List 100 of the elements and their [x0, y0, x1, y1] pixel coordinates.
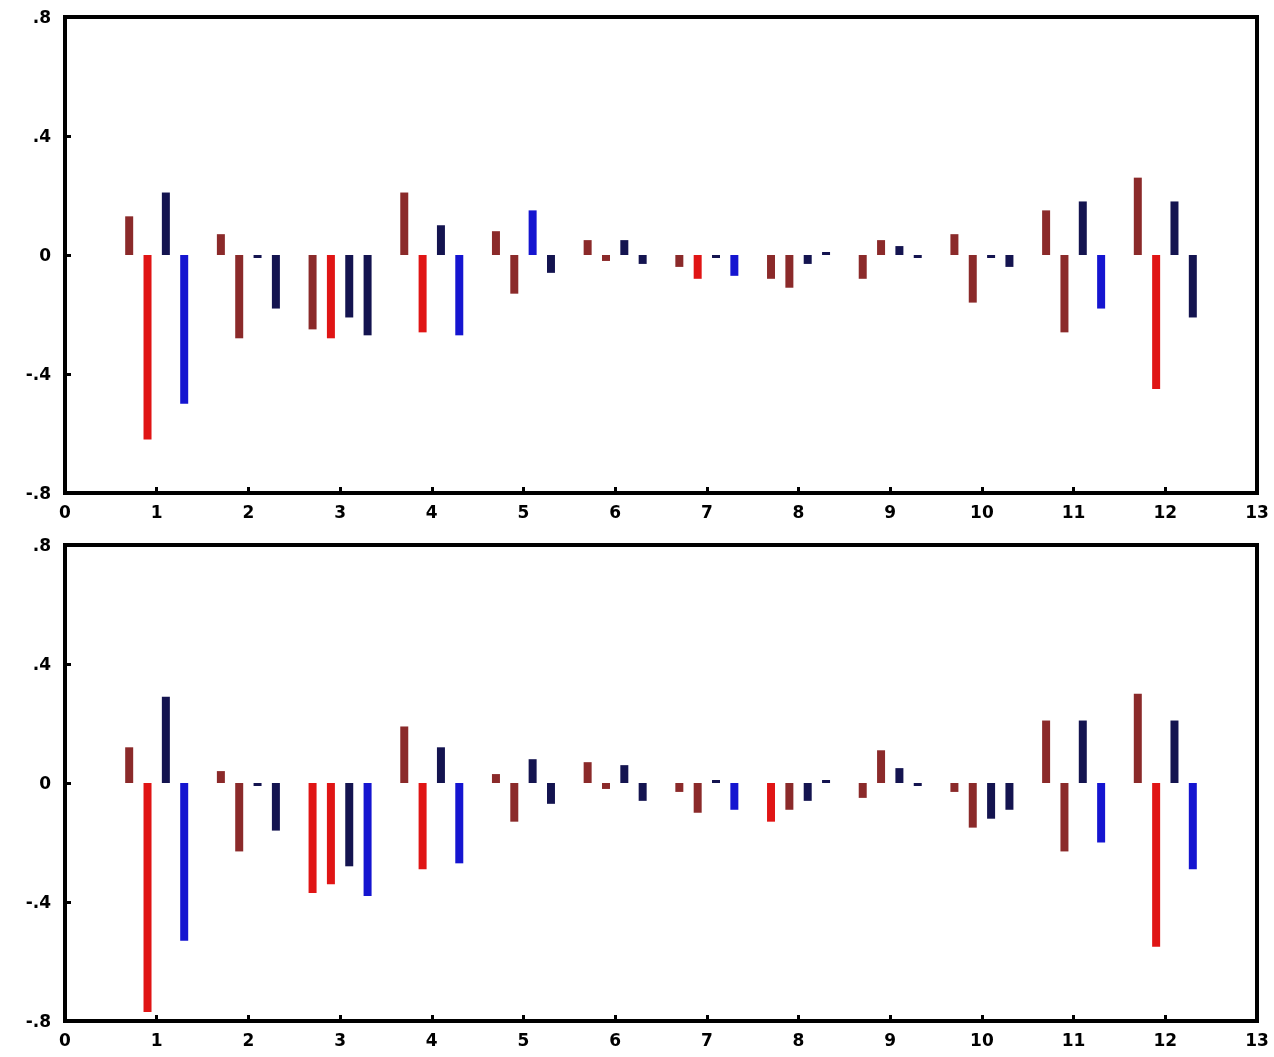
bar: [877, 240, 886, 255]
bar: [1078, 201, 1087, 255]
bar: [363, 255, 372, 336]
x-tick-label: 5: [517, 1029, 530, 1050]
x-tick-label: 2: [242, 1029, 255, 1050]
bar: [950, 783, 959, 792]
bar: [400, 192, 409, 255]
x-tick-label: 4: [425, 1029, 438, 1050]
bar: [767, 255, 776, 279]
x-tick-label: 13: [1245, 501, 1269, 522]
bar: [803, 783, 812, 801]
x-tick-label: 6: [609, 501, 622, 522]
bar: [858, 783, 867, 798]
bar: [418, 783, 427, 870]
bar: [326, 255, 335, 339]
x-tick-label: 0: [59, 1029, 72, 1050]
bar: [253, 255, 262, 258]
bar: [895, 246, 904, 255]
bar: [950, 234, 959, 255]
bar: [1097, 255, 1106, 309]
bar: [620, 765, 629, 783]
bar: [712, 255, 721, 258]
x-tick-label: 12: [1153, 501, 1178, 522]
bar: [1133, 693, 1142, 783]
bar: [253, 783, 262, 786]
bar: [693, 783, 702, 813]
x-tick-label: 3: [334, 1029, 346, 1050]
bar: [528, 210, 537, 255]
bar: [877, 750, 886, 783]
bar: [601, 783, 610, 789]
bar: [1133, 177, 1142, 255]
y-tick-label: .8: [32, 535, 51, 555]
bar: [491, 231, 500, 255]
bar: [455, 783, 464, 864]
x-tick-label: 12: [1153, 1029, 1178, 1050]
bar: [436, 225, 445, 255]
bar: [913, 255, 922, 258]
y-tick-label: 0: [39, 773, 52, 793]
bar: [363, 783, 372, 897]
x-tick-label: 11: [1061, 1029, 1086, 1050]
bar: [712, 780, 721, 783]
x-tick-label: 7: [700, 501, 713, 522]
bar: [987, 783, 996, 819]
bar: [858, 255, 867, 279]
bar: [308, 783, 317, 894]
x-tick-label: 10: [970, 1029, 994, 1050]
bar: [235, 783, 244, 852]
bar: [418, 255, 427, 333]
bar: [510, 783, 519, 822]
x-tick-label: 2: [242, 501, 255, 522]
y-tick-label: .4: [32, 654, 52, 674]
bar: [675, 783, 684, 792]
x-tick-label: 4: [425, 501, 438, 522]
x-tick-label: 13: [1245, 1029, 1269, 1050]
bar: [803, 255, 812, 264]
bar: [620, 240, 629, 255]
bar: [216, 771, 225, 783]
x-tick-label: 7: [700, 1029, 713, 1050]
x-tick-label: 8: [792, 501, 805, 522]
bar: [1042, 720, 1051, 783]
bar: [822, 252, 831, 255]
bar: [767, 783, 776, 822]
bar: [143, 255, 152, 440]
bar: [1170, 201, 1179, 255]
bar: [583, 240, 592, 255]
bar: [1005, 255, 1014, 267]
x-tick-label: 5: [517, 501, 530, 522]
bar: [968, 255, 977, 303]
bar: [546, 255, 555, 273]
bar: [455, 255, 464, 336]
bar: [1042, 210, 1051, 255]
bar: [785, 783, 794, 810]
bar: [326, 783, 335, 885]
bar: [1060, 255, 1069, 333]
bar: [1078, 720, 1087, 783]
bar: [125, 747, 134, 783]
bar: [730, 783, 739, 810]
bar: [785, 255, 794, 288]
x-tick-label: 6: [609, 1029, 622, 1050]
bar: [436, 747, 445, 783]
y-tick-label: -.4: [25, 364, 52, 384]
bar: [693, 255, 702, 279]
x-tick-label: 10: [970, 501, 994, 522]
bar: [510, 255, 519, 294]
bar: [528, 759, 537, 783]
bar: [1060, 783, 1069, 852]
bar: [345, 783, 354, 867]
bar: [400, 726, 409, 783]
bar: [1170, 720, 1179, 783]
x-tick-label: 1: [150, 1029, 163, 1050]
bar: [271, 255, 280, 309]
bar: [895, 768, 904, 783]
y-tick-label: .4: [32, 126, 52, 146]
y-tick-label: .8: [32, 7, 51, 27]
y-tick-label: -.8: [25, 1011, 51, 1031]
bar: [235, 255, 244, 339]
bar: [601, 255, 610, 261]
bar: [1152, 783, 1161, 947]
bar: [345, 255, 354, 318]
bar: [308, 255, 317, 330]
